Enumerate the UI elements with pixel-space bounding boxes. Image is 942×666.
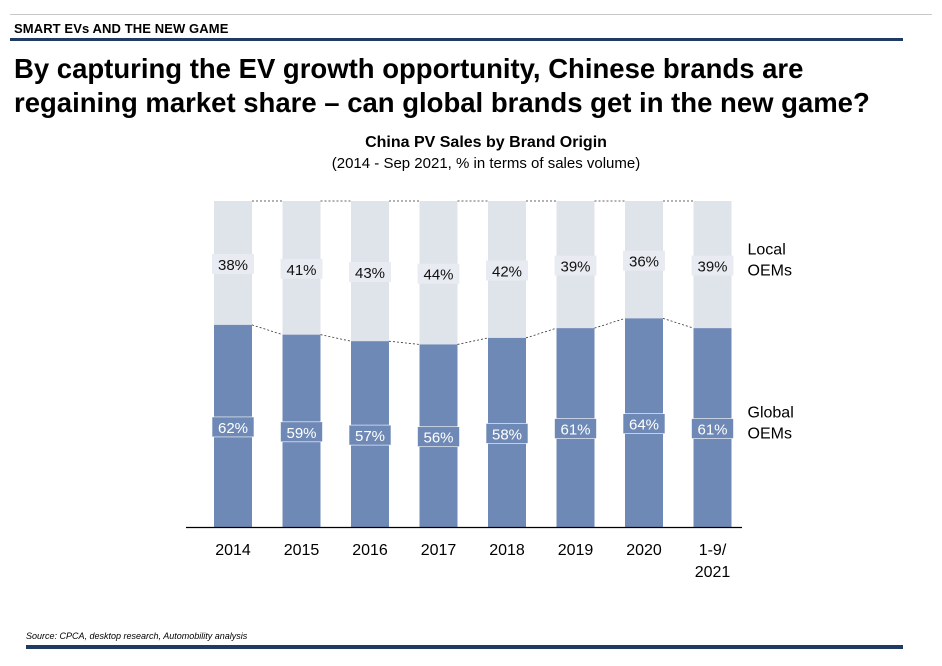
connector-split-4 <box>525 327 557 339</box>
x-tick-label-4: 2018 <box>489 542 525 559</box>
data-label-global-1: 59% <box>286 425 316 442</box>
label-bg-global-7 <box>691 418 734 439</box>
section-label: SMART EVs AND THE NEW GAME <box>14 21 229 36</box>
label-bg-local-0 <box>212 253 254 274</box>
data-label-local-4: 42% <box>492 263 522 280</box>
connector-split-6 <box>662 317 694 329</box>
chart-subtitle: (2014 - Sep 2021, % in terms of sales vo… <box>331 155 641 172</box>
label-bg-local-7 <box>691 255 734 276</box>
data-label-global-4: 58% <box>492 426 522 443</box>
data-label-local-7: 39% <box>697 259 727 276</box>
headline-line-1: By capturing the EV growth opportunity, … <box>14 53 804 84</box>
top-rule <box>10 14 932 15</box>
connector-split-2 <box>388 340 420 345</box>
connector-split-1 <box>320 334 352 342</box>
label-bg-local-3 <box>417 263 460 284</box>
label-bg-global-4 <box>485 423 529 444</box>
data-label-local-1: 41% <box>286 262 316 279</box>
source-note: Source: CPCA, desktop research, Automobi… <box>26 631 248 641</box>
data-label-global-5: 61% <box>560 422 590 439</box>
x-tick-label-0: 2014 <box>215 542 251 559</box>
connector-split-5 <box>594 317 626 329</box>
x-tick-label-6: 2020 <box>626 542 662 559</box>
label-bg-global-3 <box>417 426 460 448</box>
x-tick-label-7: 1-9/2021 <box>695 542 731 581</box>
data-label-local-6: 36% <box>629 254 659 271</box>
data-label-global-7: 61% <box>697 422 727 439</box>
headline-line-2: regaining market share – can global bran… <box>14 87 870 118</box>
data-label-local-5: 39% <box>560 259 590 276</box>
label-bg-local-4 <box>486 260 528 281</box>
header-rule <box>10 38 903 41</box>
label-bg-global-0 <box>211 416 255 438</box>
x-tick-label-2: 2016 <box>352 542 388 559</box>
data-label-local-0: 38% <box>218 257 248 274</box>
headline: By capturing the EV growth opportunity, … <box>14 52 939 120</box>
connector-split-3 <box>457 337 489 345</box>
data-label-global-2: 57% <box>355 428 385 445</box>
x-tick-label-1: 2015 <box>284 542 320 559</box>
label-bg-global-6 <box>622 413 666 434</box>
label-bg-global-2 <box>348 424 392 446</box>
data-label-local-3: 44% <box>423 267 453 284</box>
footer-rule <box>26 645 903 649</box>
label-bg-local-6 <box>623 250 665 271</box>
chart-title: China PV Sales by Brand Origin <box>365 134 607 151</box>
data-label-global-3: 56% <box>423 430 453 447</box>
legend-local: Local OEMs <box>748 242 792 280</box>
label-bg-local-5 <box>554 255 597 276</box>
label-bg-local-1 <box>280 258 323 279</box>
x-tick-label-5: 2019 <box>558 542 594 559</box>
x-tick-label-3: 2017 <box>421 542 457 559</box>
label-bg-global-5 <box>554 418 597 439</box>
label-bg-global-1 <box>280 421 323 443</box>
legend-global: Global OEMs <box>748 405 794 443</box>
connector-split-0 <box>251 324 283 336</box>
label-bg-local-2 <box>349 262 391 283</box>
data-label-local-2: 43% <box>355 265 385 282</box>
data-label-global-6: 64% <box>629 417 659 434</box>
data-label-global-0: 62% <box>218 420 248 437</box>
